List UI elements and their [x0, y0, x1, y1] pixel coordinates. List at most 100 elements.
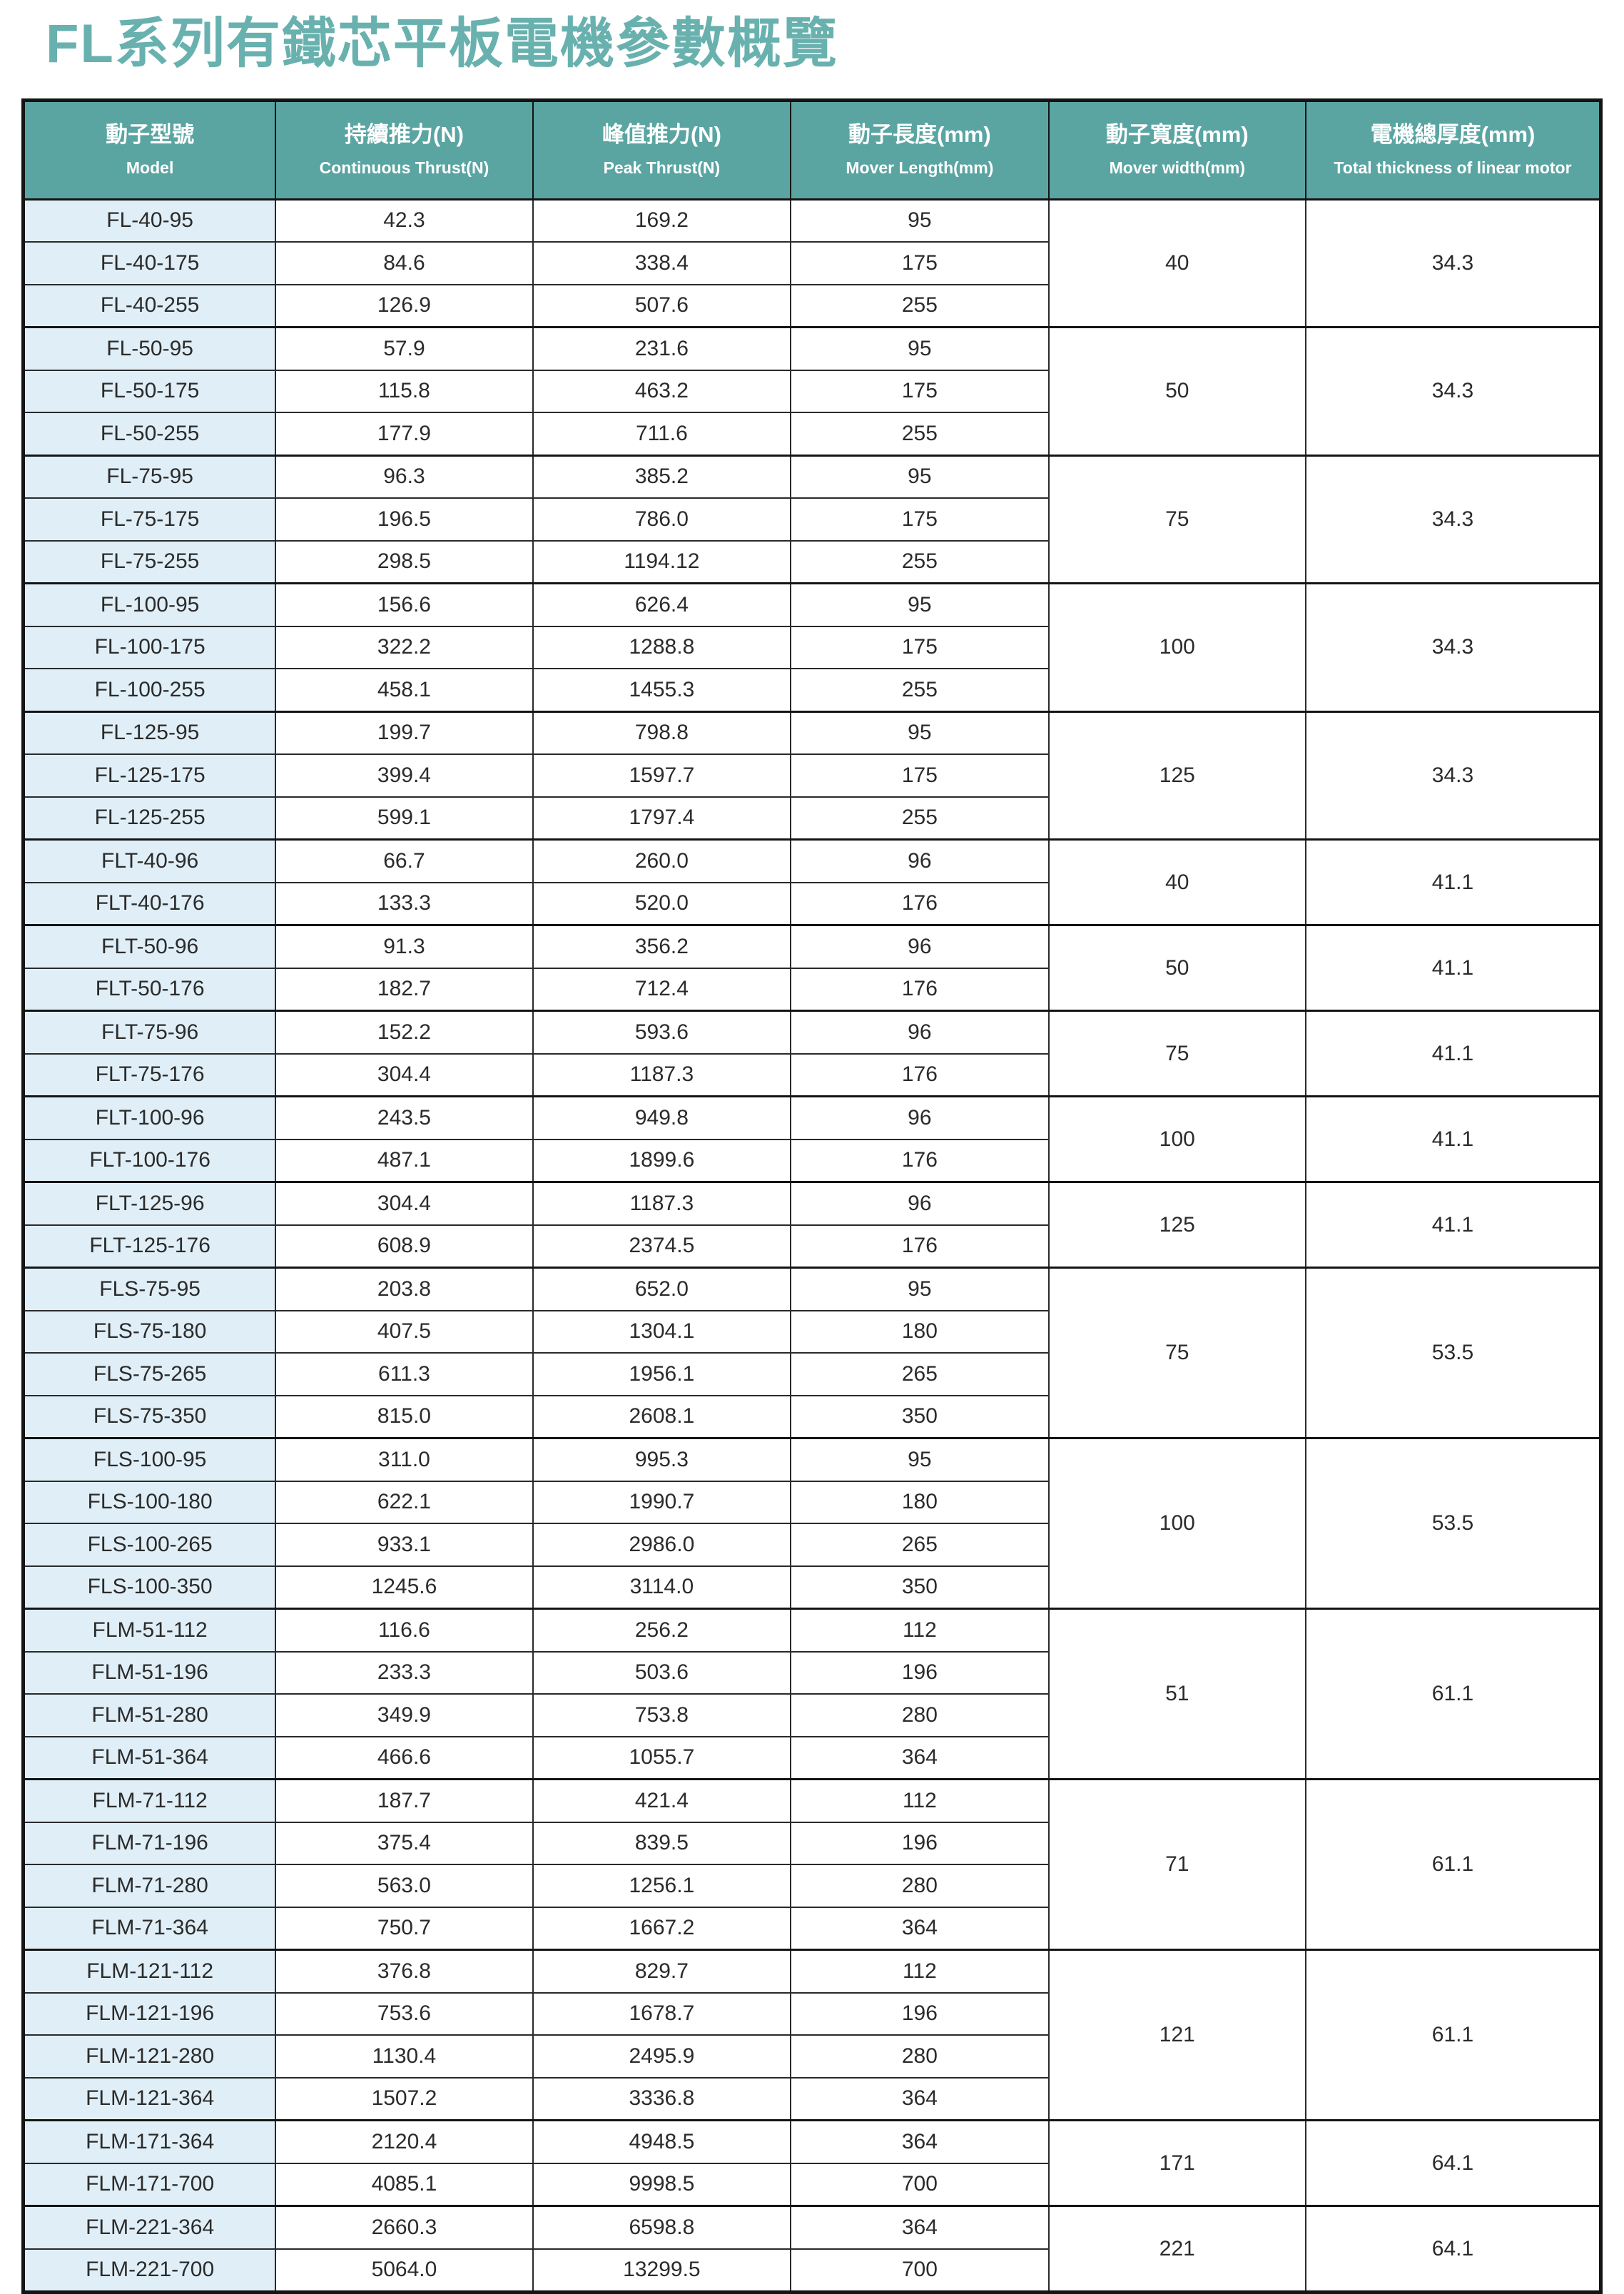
continuous-thrust-cell: 1507.2 [275, 2076, 534, 2122]
table-row: FLM-121-196 753.6 1678.7 196 [22, 1991, 1601, 2036]
continuous-thrust-cell: 203.8 [275, 1267, 534, 1311]
table-row: FLS-100-265 933.1 2986.0 265 [22, 1523, 1601, 1567]
mover-length-cell: 255 [790, 668, 1050, 713]
model-cell: FL-100-255 [22, 668, 277, 713]
peak-thrust-cell: 9998.5 [532, 2162, 792, 2208]
table-row: FL-75-255 298.5 1194.12 255 [22, 539, 1601, 585]
peak-thrust-cell: 593.6 [532, 1010, 792, 1055]
peak-thrust-cell: 711.6 [532, 412, 792, 457]
model-cell: FLM-221-364 [22, 2205, 277, 2250]
model-cell: FLM-171-364 [22, 2119, 277, 2164]
peak-thrust-cell: 3114.0 [532, 1565, 792, 1610]
mover-length-cell: 364 [790, 1735, 1050, 1781]
mover-length-cell: 255 [790, 539, 1050, 585]
mover-width-cell: 221 [1047, 2205, 1307, 2294]
peak-thrust-cell: 949.8 [532, 1095, 792, 1140]
continuous-thrust-cell: 96.3 [275, 455, 534, 499]
model-cell: FLM-71-280 [22, 1864, 277, 1908]
peak-thrust-cell: 260.0 [532, 838, 792, 883]
table-row: FLS-100-180 622.1 1990.7 180 [22, 1480, 1601, 1525]
column-header-zh: 動子型號 [106, 122, 195, 148]
column-header-mover-width: 動子寬度(mm) Mover width(mm) [1047, 99, 1307, 201]
column-header-en: Continuous Thrust(N) [319, 158, 489, 178]
total-thickness-cell: 53.5 [1305, 1267, 1602, 1440]
model-cell: FL-100-175 [22, 625, 277, 670]
peak-thrust-cell: 1187.3 [532, 1052, 792, 1098]
table-row: FL-100-95 156.6 626.4 95 100 34.3 [22, 582, 1602, 713]
continuous-thrust-cell: 156.6 [275, 582, 534, 627]
column-header-en: Mover Length(mm) [846, 158, 994, 178]
mover-length-cell: 176 [790, 1052, 1050, 1098]
table-row: FLM-51-280 349.9 753.8 280 [22, 1693, 1601, 1737]
table-body: FL-40-95 42.3 169.2 95 40 34.3 FL-40-175 84.6 33… [22, 198, 1602, 2294]
mover-length-cell: 175 [790, 625, 1050, 670]
mover-length-cell: 96 [790, 838, 1050, 883]
table-row: FLT-40-176 133.3 520.0 176 [22, 881, 1601, 927]
table-row: FLM-71-196 375.4 839.5 196 [22, 1821, 1601, 1866]
continuous-thrust-cell: 599.1 [275, 796, 534, 841]
continuous-thrust-cell: 4085.1 [275, 2162, 534, 2208]
peak-thrust-cell: 753.8 [532, 1693, 792, 1737]
total-thickness-cell: 61.1 [1305, 1949, 1602, 2122]
mover-length-cell: 95 [790, 582, 1050, 627]
table-row: FLT-125-96 304.4 1187.3 96 125 41.1 [22, 1181, 1602, 1269]
peak-thrust-cell: 1055.7 [532, 1735, 792, 1781]
continuous-thrust-cell: 42.3 [275, 198, 534, 243]
mover-length-cell: 176 [790, 1224, 1050, 1269]
mover-length-cell: 255 [790, 412, 1050, 457]
continuous-thrust-cell: 84.6 [275, 241, 534, 285]
total-thickness-cell: 41.1 [1305, 1095, 1602, 1184]
peak-thrust-cell: 2495.9 [532, 2034, 792, 2079]
peak-thrust-cell: 1990.7 [532, 1480, 792, 1525]
peak-thrust-cell: 1288.8 [532, 625, 792, 670]
table-row: FL-100-175 322.2 1288.8 175 [22, 625, 1601, 670]
model-cell: FLM-121-280 [22, 2034, 277, 2079]
continuous-thrust-cell: 1245.6 [275, 1565, 534, 1610]
continuous-thrust-cell: 563.0 [275, 1864, 534, 1908]
mover-length-cell: 196 [790, 1821, 1050, 1866]
peak-thrust-cell: 1678.7 [532, 1991, 792, 2036]
total-thickness-cell: 34.3 [1305, 455, 1602, 585]
model-cell: FLS-100-350 [22, 1565, 277, 1610]
column-header-continuous-thrust: 持續推力(N) Continuous Thrust(N) [275, 99, 534, 201]
column-header-en: Model [126, 158, 174, 178]
table-row: FL-50-175 115.8 463.2 175 [22, 369, 1601, 414]
mover-length-cell: 95 [790, 711, 1050, 756]
continuous-thrust-cell: 196.5 [275, 497, 534, 542]
peak-thrust-cell: 1455.3 [532, 668, 792, 713]
model-cell: FLT-100-96 [22, 1095, 277, 1140]
mover-width-cell: 100 [1047, 1437, 1307, 1610]
model-cell: FLS-75-265 [22, 1352, 277, 1396]
continuous-thrust-cell: 611.3 [275, 1352, 534, 1396]
mover-length-cell: 280 [790, 1864, 1050, 1908]
model-cell: FL-40-255 [22, 283, 277, 329]
continuous-thrust-cell: 311.0 [275, 1437, 534, 1482]
model-cell: FLT-75-176 [22, 1052, 277, 1098]
model-cell: FL-50-95 [22, 326, 277, 371]
peak-thrust-cell: 1797.4 [532, 796, 792, 841]
peak-thrust-cell: 712.4 [532, 967, 792, 1012]
table-row: FLM-71-364 750.7 1667.2 364 [22, 1906, 1601, 1952]
mover-length-cell: 280 [790, 1693, 1050, 1737]
model-cell: FLT-40-176 [22, 881, 277, 927]
model-cell: FLM-51-364 [22, 1735, 277, 1781]
peak-thrust-cell: 829.7 [532, 1949, 792, 1994]
peak-thrust-cell: 1956.1 [532, 1352, 792, 1396]
continuous-thrust-cell: 304.4 [275, 1052, 534, 1098]
mover-length-cell: 176 [790, 967, 1050, 1012]
continuous-thrust-cell: 57.9 [275, 326, 534, 371]
model-cell: FLM-221-700 [22, 2248, 277, 2294]
model-cell: FLM-121-112 [22, 1949, 277, 1994]
mover-length-cell: 95 [790, 1437, 1050, 1482]
peak-thrust-cell: 356.2 [532, 924, 792, 969]
column-header-en: Peak Thrust(N) [603, 158, 721, 178]
peak-thrust-cell: 1899.6 [532, 1138, 792, 1184]
table-row: FL-75-175 196.5 786.0 175 [22, 497, 1601, 542]
continuous-thrust-cell: 815.0 [275, 1394, 534, 1440]
continuous-thrust-cell: 753.6 [275, 1991, 534, 2036]
peak-thrust-cell: 463.2 [532, 369, 792, 414]
continuous-thrust-cell: 1130.4 [275, 2034, 534, 2079]
table-row: FLS-75-350 815.0 2608.1 350 [22, 1394, 1601, 1440]
mover-length-cell: 96 [790, 1181, 1050, 1226]
peak-thrust-cell: 839.5 [532, 1821, 792, 1866]
